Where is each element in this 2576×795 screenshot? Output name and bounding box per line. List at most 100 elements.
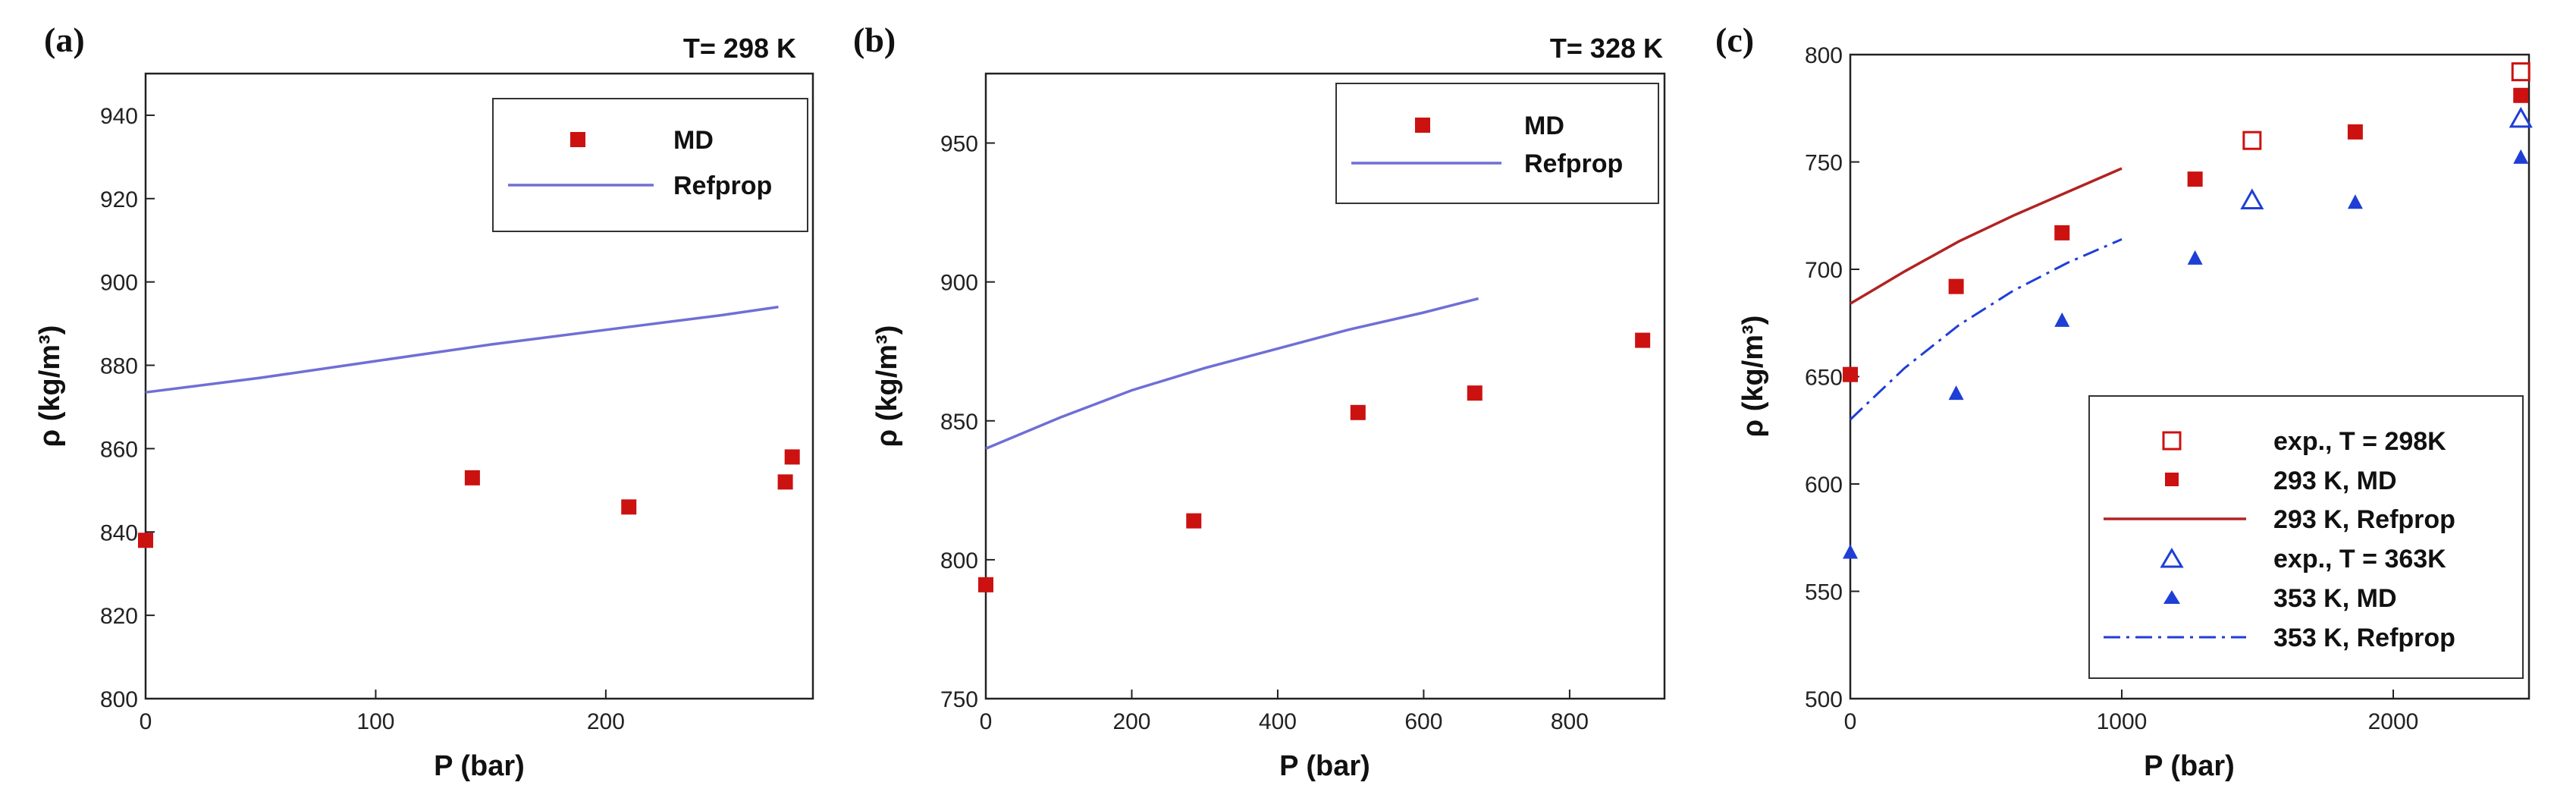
y-tick-label: 850: [940, 410, 978, 435]
data-point-353-k-md: [1843, 544, 1858, 559]
data-point-353-k-md: [2513, 149, 2529, 164]
data-point-exp-t-363k: [2509, 106, 2533, 128]
y-tick-label: 750: [1805, 151, 1843, 176]
data-point-293-k-md: [2513, 87, 2529, 103]
panel-a-series: [138, 305, 800, 548]
series-line-refprop: [145, 305, 779, 394]
panel-b-xlabel: P (bar): [1279, 750, 1370, 782]
data-point-293-k-md: [1948, 278, 1964, 294]
y-tick-label: 800: [1805, 43, 1843, 68]
y-tick-label: 550: [1805, 580, 1843, 605]
panel-c-legend-exp298-label: exp., T = 298K: [2273, 427, 2446, 456]
y-tick-label: 650: [1805, 366, 1843, 391]
data-point-md: [1467, 385, 1483, 401]
panel-c-series: [1843, 62, 2533, 559]
series-line-353-k-refprop: [1849, 238, 2123, 421]
panel-b-legend-md-label: MD: [1524, 112, 1564, 140]
panel-b-series: [978, 297, 1651, 592]
panel-a-legend: MD Refprop: [492, 98, 808, 232]
panel-a-plot-frame: [144, 72, 814, 700]
data-point-293-k-md: [2054, 225, 2070, 240]
y-tick-label: 900: [100, 271, 138, 296]
series-line-refprop: [985, 297, 1479, 451]
panel-c-legend-exp298-marker: [2162, 431, 2182, 451]
panel-a-ylabel: ρ (kg/m³): [34, 325, 66, 448]
panel-b-legend-md-marker: [1415, 118, 1430, 133]
y-tick-label: 840: [100, 520, 138, 545]
panel-a-legend-box: [492, 98, 808, 232]
x-tick-label: 800: [1551, 709, 1589, 734]
data-point-md: [1350, 404, 1366, 420]
x-tick-label: 0: [980, 709, 993, 734]
data-point-293-k-md: [1843, 366, 1858, 382]
y-tick-label: 800: [100, 687, 138, 712]
y-tick-label: 940: [100, 104, 138, 129]
y-tick-label: 900: [940, 271, 978, 296]
panel-a-legend-refprop-label: Refprop: [673, 171, 772, 200]
data-point-md: [138, 533, 153, 548]
y-tick-label: 700: [1805, 258, 1843, 283]
panel-c: (c) 0 1000 2000 500 550 600 650 700 750 800 P (ba…: [1715, 20, 2533, 782]
data-point-353-k-md: [1948, 385, 1964, 401]
x-tick-label: 2000: [2368, 709, 2419, 734]
panel-c-xlabel: P (bar): [2144, 750, 2235, 782]
panel-c-legend-exp363-label: exp., T = 363K: [2273, 545, 2446, 573]
y-tick-label: 920: [100, 187, 138, 212]
panel-c-legend-md353-label: 353 K, MD: [2273, 584, 2397, 613]
data-point-353-k-md: [2054, 312, 2070, 327]
data-point-md: [1635, 332, 1651, 348]
panel-b-temperature: T= 328 K: [1550, 33, 1663, 64]
y-tick-label: 860: [100, 437, 138, 462]
x-tick-label: 1000: [2097, 709, 2148, 734]
y-tick-label: 750: [940, 687, 978, 712]
x-tick-label: 0: [1844, 709, 1857, 734]
x-tick-label: 100: [356, 709, 394, 734]
y-tick-label: 950: [940, 132, 978, 157]
panel-c-legend-ref293-label: 293 K, Refprop: [2273, 505, 2455, 534]
panel-c-legend-box: [2088, 395, 2524, 679]
panel-c-ylabel: ρ (kg/m³): [1737, 316, 1769, 438]
y-tick-label: 800: [940, 548, 978, 573]
data-point-md: [978, 577, 993, 592]
y-tick-label: 500: [1805, 687, 1843, 712]
data-point-exp-t-298k: [2242, 130, 2262, 150]
x-tick-label: 200: [1112, 709, 1150, 734]
panel-b-ticks: 0 200 400 600 800 750 800 850 900 950: [940, 132, 1589, 734]
panel-b-label: (b): [853, 20, 896, 59]
panel-c-legend-md293-label: 293 K, MD: [2273, 467, 2397, 495]
series-line-293-k-refprop: [1850, 167, 2123, 305]
x-tick-label: 600: [1404, 709, 1442, 734]
panel-c-legend-exp363-marker: [2160, 548, 2184, 568]
x-tick-label: 0: [140, 709, 152, 734]
data-point-md: [777, 474, 793, 490]
panel-b-legend-refprop-label: Refprop: [1524, 149, 1623, 178]
panel-a-xlabel: P (bar): [434, 750, 525, 782]
panel-b: (b) T= 328 K 0 200 400 600 800 750 800 850 900 95…: [853, 20, 1666, 782]
panel-c-legend-md293-marker: [2165, 473, 2179, 486]
panel-a: (a) T= 298 K 0 100 200 800 820 840 860 880 900 92…: [34, 20, 814, 782]
panel-c-label: (c): [1715, 20, 1754, 59]
panel-c-legend-ref353-label: 353 K, Refprop: [2273, 624, 2455, 652]
panel-a-temperature: T= 298 K: [683, 33, 796, 64]
panel-a-legend-md-marker: [570, 132, 585, 147]
data-point-353-k-md: [2187, 250, 2203, 265]
panel-b-legend: MD Refprop: [1335, 83, 1659, 204]
data-point-md: [621, 499, 637, 515]
data-point-exp-t-363k: [2240, 188, 2264, 209]
data-point-md: [1186, 513, 1202, 529]
panel-a-ticks: 0 100 200 800 820 840 860 880 900 920 940: [100, 104, 625, 734]
y-tick-label: 880: [100, 354, 138, 379]
data-point-353-k-md: [2347, 194, 2363, 209]
data-point-293-k-md: [2187, 171, 2203, 187]
data-point-md: [784, 449, 800, 465]
panel-c-ticks: 0 1000 2000 500 550 600 650 700 750 800: [1805, 43, 2418, 734]
panel-c-legend-md353-marker: [2163, 590, 2180, 604]
panel-a-legend-md-label: MD: [673, 126, 714, 155]
x-tick-label: 400: [1259, 709, 1297, 734]
panel-b-ylabel: ρ (kg/m³): [871, 325, 903, 448]
panel-b-plot-frame: [984, 72, 1666, 700]
data-point-293-k-md: [2347, 124, 2363, 140]
x-tick-label: 200: [587, 709, 625, 734]
panel-c-legend: exp., T = 298K 293 K, MD 293 K, Refprop …: [2088, 395, 2524, 679]
